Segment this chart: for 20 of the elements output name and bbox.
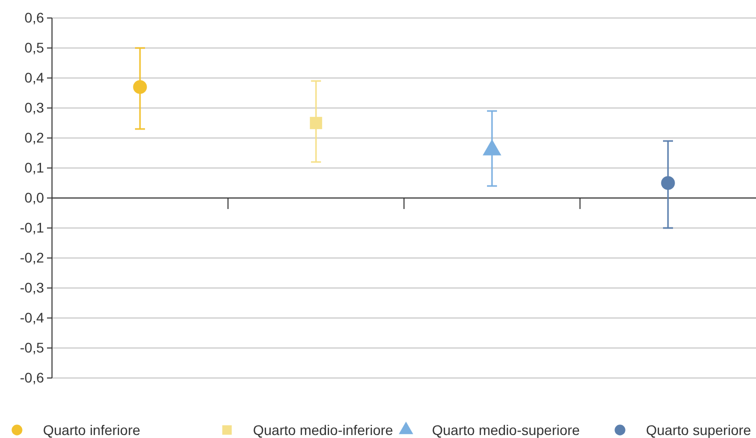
- point: [661, 176, 675, 190]
- y-tick-label: -0,2: [20, 249, 44, 266]
- legend-label: Quarto medio-inferiore: [253, 422, 394, 438]
- y-tick-label: 0,5: [24, 39, 44, 56]
- legend-label: Quarto medio-superiore: [432, 422, 580, 438]
- y-tick-label: 0,2: [24, 129, 44, 146]
- y-tick-label: 0,0: [24, 189, 44, 206]
- point: [310, 116, 322, 130]
- y-tick-label: 0,1: [24, 159, 44, 176]
- y-tick-label: -0,1: [20, 219, 44, 236]
- y-tick-label: 0,3: [24, 99, 44, 116]
- y-tick-label: -0,5: [20, 339, 44, 356]
- point: [133, 80, 147, 94]
- y-tick-label: 0,4: [24, 69, 44, 86]
- legend-label: Quarto inferiore: [43, 422, 140, 438]
- y-tick-label: 0,6: [24, 9, 44, 26]
- y-tick-label: -0,4: [20, 309, 44, 326]
- legend-label: Quarto superiore: [646, 422, 752, 438]
- y-tick-label: -0,6: [20, 369, 44, 386]
- y-tick-label: -0,3: [20, 279, 44, 296]
